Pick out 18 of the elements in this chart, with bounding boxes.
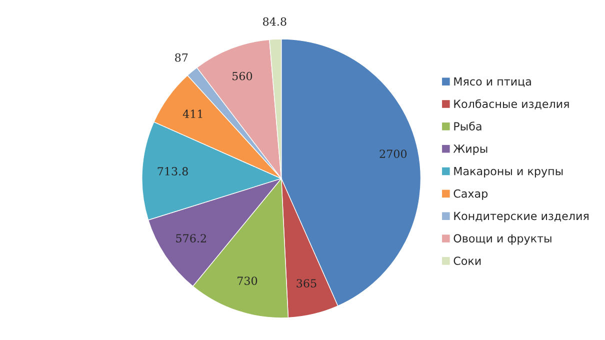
data-label: 576.2 [176, 234, 206, 242]
data-label: 560 [232, 72, 252, 80]
legend-label: Жиры [453, 144, 488, 156]
legend-label: Макароны и крупы [454, 167, 563, 178]
data-label: 730 [238, 276, 258, 285]
legend-label: Соки [454, 256, 481, 265]
data-label: 411 [182, 110, 202, 118]
data-label: 713.8 [158, 167, 188, 176]
legend-label: Сахар [454, 189, 488, 200]
legend-label: Овощи и фрукты [454, 234, 552, 245]
data-label: 84.8 [263, 17, 286, 26]
data-label: 365 [296, 279, 316, 288]
data-label: 2700 [380, 150, 407, 158]
legend-label: Колбасные изделия [454, 99, 569, 110]
legend-label: Рыба [454, 122, 482, 130]
data-label: 87 [175, 53, 188, 62]
legend-label: Мясо и птица [454, 77, 531, 88]
legend-label: Кондитерские изделия [454, 212, 588, 222]
